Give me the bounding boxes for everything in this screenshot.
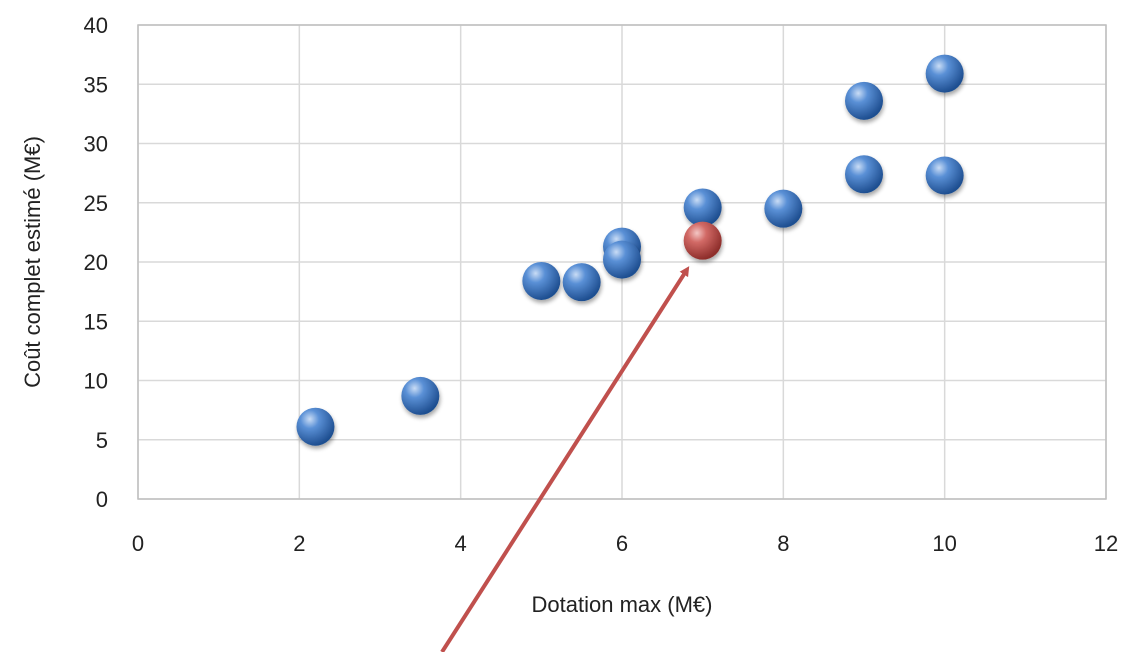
data-point bbox=[401, 376, 440, 415]
highlighted-data-point bbox=[683, 221, 722, 260]
x-axis-title: Dotation max (M€) bbox=[532, 592, 713, 617]
y-tick-label: 0 bbox=[96, 487, 108, 512]
y-tick-label: 20 bbox=[84, 250, 108, 275]
y-tick-label: 25 bbox=[84, 191, 108, 216]
x-tick-label: 0 bbox=[132, 531, 144, 556]
data-point bbox=[562, 263, 601, 302]
grid-lines bbox=[137, 24, 1107, 500]
y-tick-label: 30 bbox=[84, 132, 108, 157]
data-point bbox=[296, 407, 335, 446]
y-tick-label: 15 bbox=[84, 309, 108, 334]
data-points bbox=[296, 54, 964, 446]
plot-area-frame bbox=[137, 24, 1107, 500]
x-tick-label: 10 bbox=[932, 531, 956, 556]
data-point bbox=[683, 188, 722, 227]
data-point bbox=[845, 155, 883, 194]
data-point bbox=[764, 189, 803, 228]
x-axis-ticks: 0 2 4 6 8 10 12 bbox=[132, 531, 1118, 556]
y-tick-label: 40 bbox=[84, 13, 108, 38]
y-axis-title: Coût complet estimé (M€) bbox=[20, 136, 45, 388]
annotation-arrow bbox=[440, 266, 690, 652]
y-tick-label: 35 bbox=[84, 72, 108, 97]
data-point bbox=[925, 54, 964, 93]
data-point bbox=[522, 261, 561, 300]
x-tick-label: 6 bbox=[616, 531, 628, 556]
x-tick-label: 4 bbox=[455, 531, 467, 556]
data-point bbox=[925, 156, 964, 195]
y-tick-label: 5 bbox=[96, 428, 108, 453]
data-point bbox=[603, 240, 641, 279]
y-axis-ticks: 0 5 10 15 20 25 30 35 40 bbox=[84, 13, 108, 512]
annotation-layer bbox=[440, 266, 690, 652]
x-tick-label: 12 bbox=[1094, 531, 1118, 556]
x-tick-label: 8 bbox=[777, 531, 789, 556]
y-tick-label: 10 bbox=[84, 369, 108, 394]
x-tick-label: 2 bbox=[293, 531, 305, 556]
data-point bbox=[845, 81, 883, 120]
